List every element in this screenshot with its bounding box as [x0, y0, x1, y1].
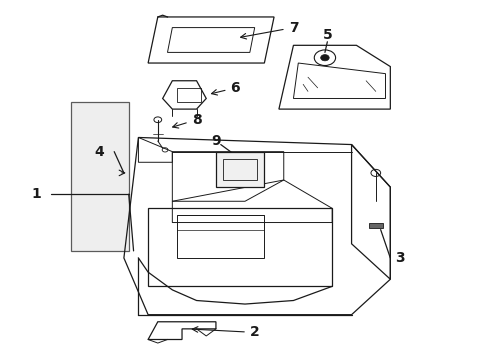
Text: 4: 4 [95, 145, 104, 159]
Text: 6: 6 [212, 81, 240, 95]
Text: 9: 9 [211, 134, 221, 148]
Text: 3: 3 [395, 251, 405, 265]
Text: 5: 5 [322, 28, 332, 42]
Text: 7: 7 [241, 21, 298, 39]
Bar [368, 222, 383, 228]
Circle shape [320, 55, 329, 61]
Polygon shape [71, 102, 129, 251]
Text: 1: 1 [32, 187, 42, 201]
Bar [216, 152, 265, 187]
Text: 2: 2 [192, 325, 260, 339]
Bar [223, 159, 257, 180]
Text: 8: 8 [172, 113, 201, 128]
